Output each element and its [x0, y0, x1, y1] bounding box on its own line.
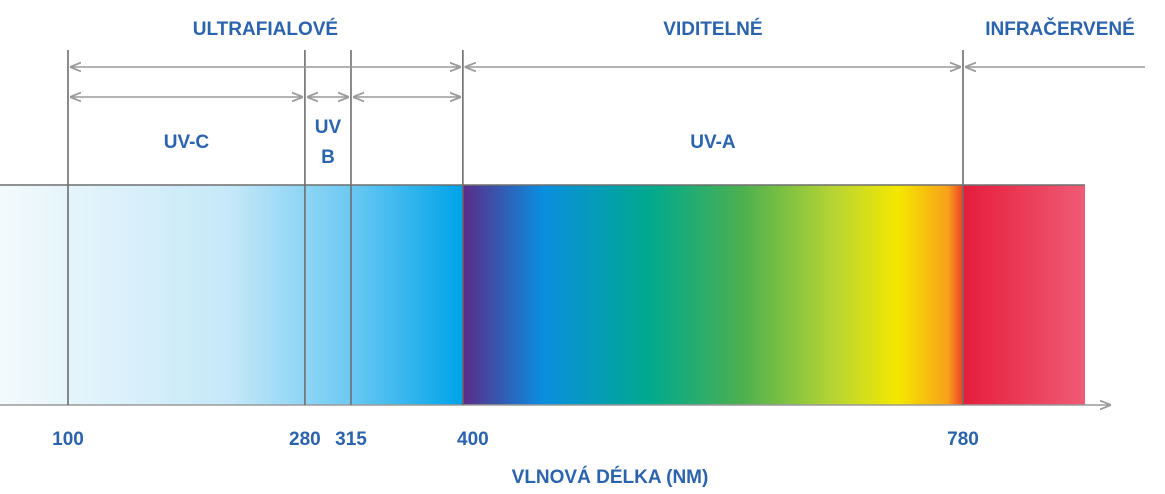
region-label: INFRAČERVENÉ [985, 18, 1135, 40]
tick-label: 100 [52, 429, 84, 450]
visible-spectrum [462, 185, 1085, 405]
band-label: B [321, 147, 335, 168]
band-label: UV-C [164, 132, 210, 153]
tick-label: 780 [947, 429, 979, 450]
uv-spectrum [0, 185, 462, 405]
tick-label: 400 [457, 429, 489, 450]
tick-label: 315 [335, 429, 367, 450]
region-label: VIDITELNÉ [663, 18, 762, 40]
tick-label: 280 [289, 429, 321, 450]
band-label: UV-A [690, 132, 736, 153]
region-label: ULTRAFIALOVÉ [193, 18, 338, 40]
axis-label: VLNOVÁ DÉLKA (NM) [512, 466, 709, 488]
band-label: UV [315, 117, 342, 138]
